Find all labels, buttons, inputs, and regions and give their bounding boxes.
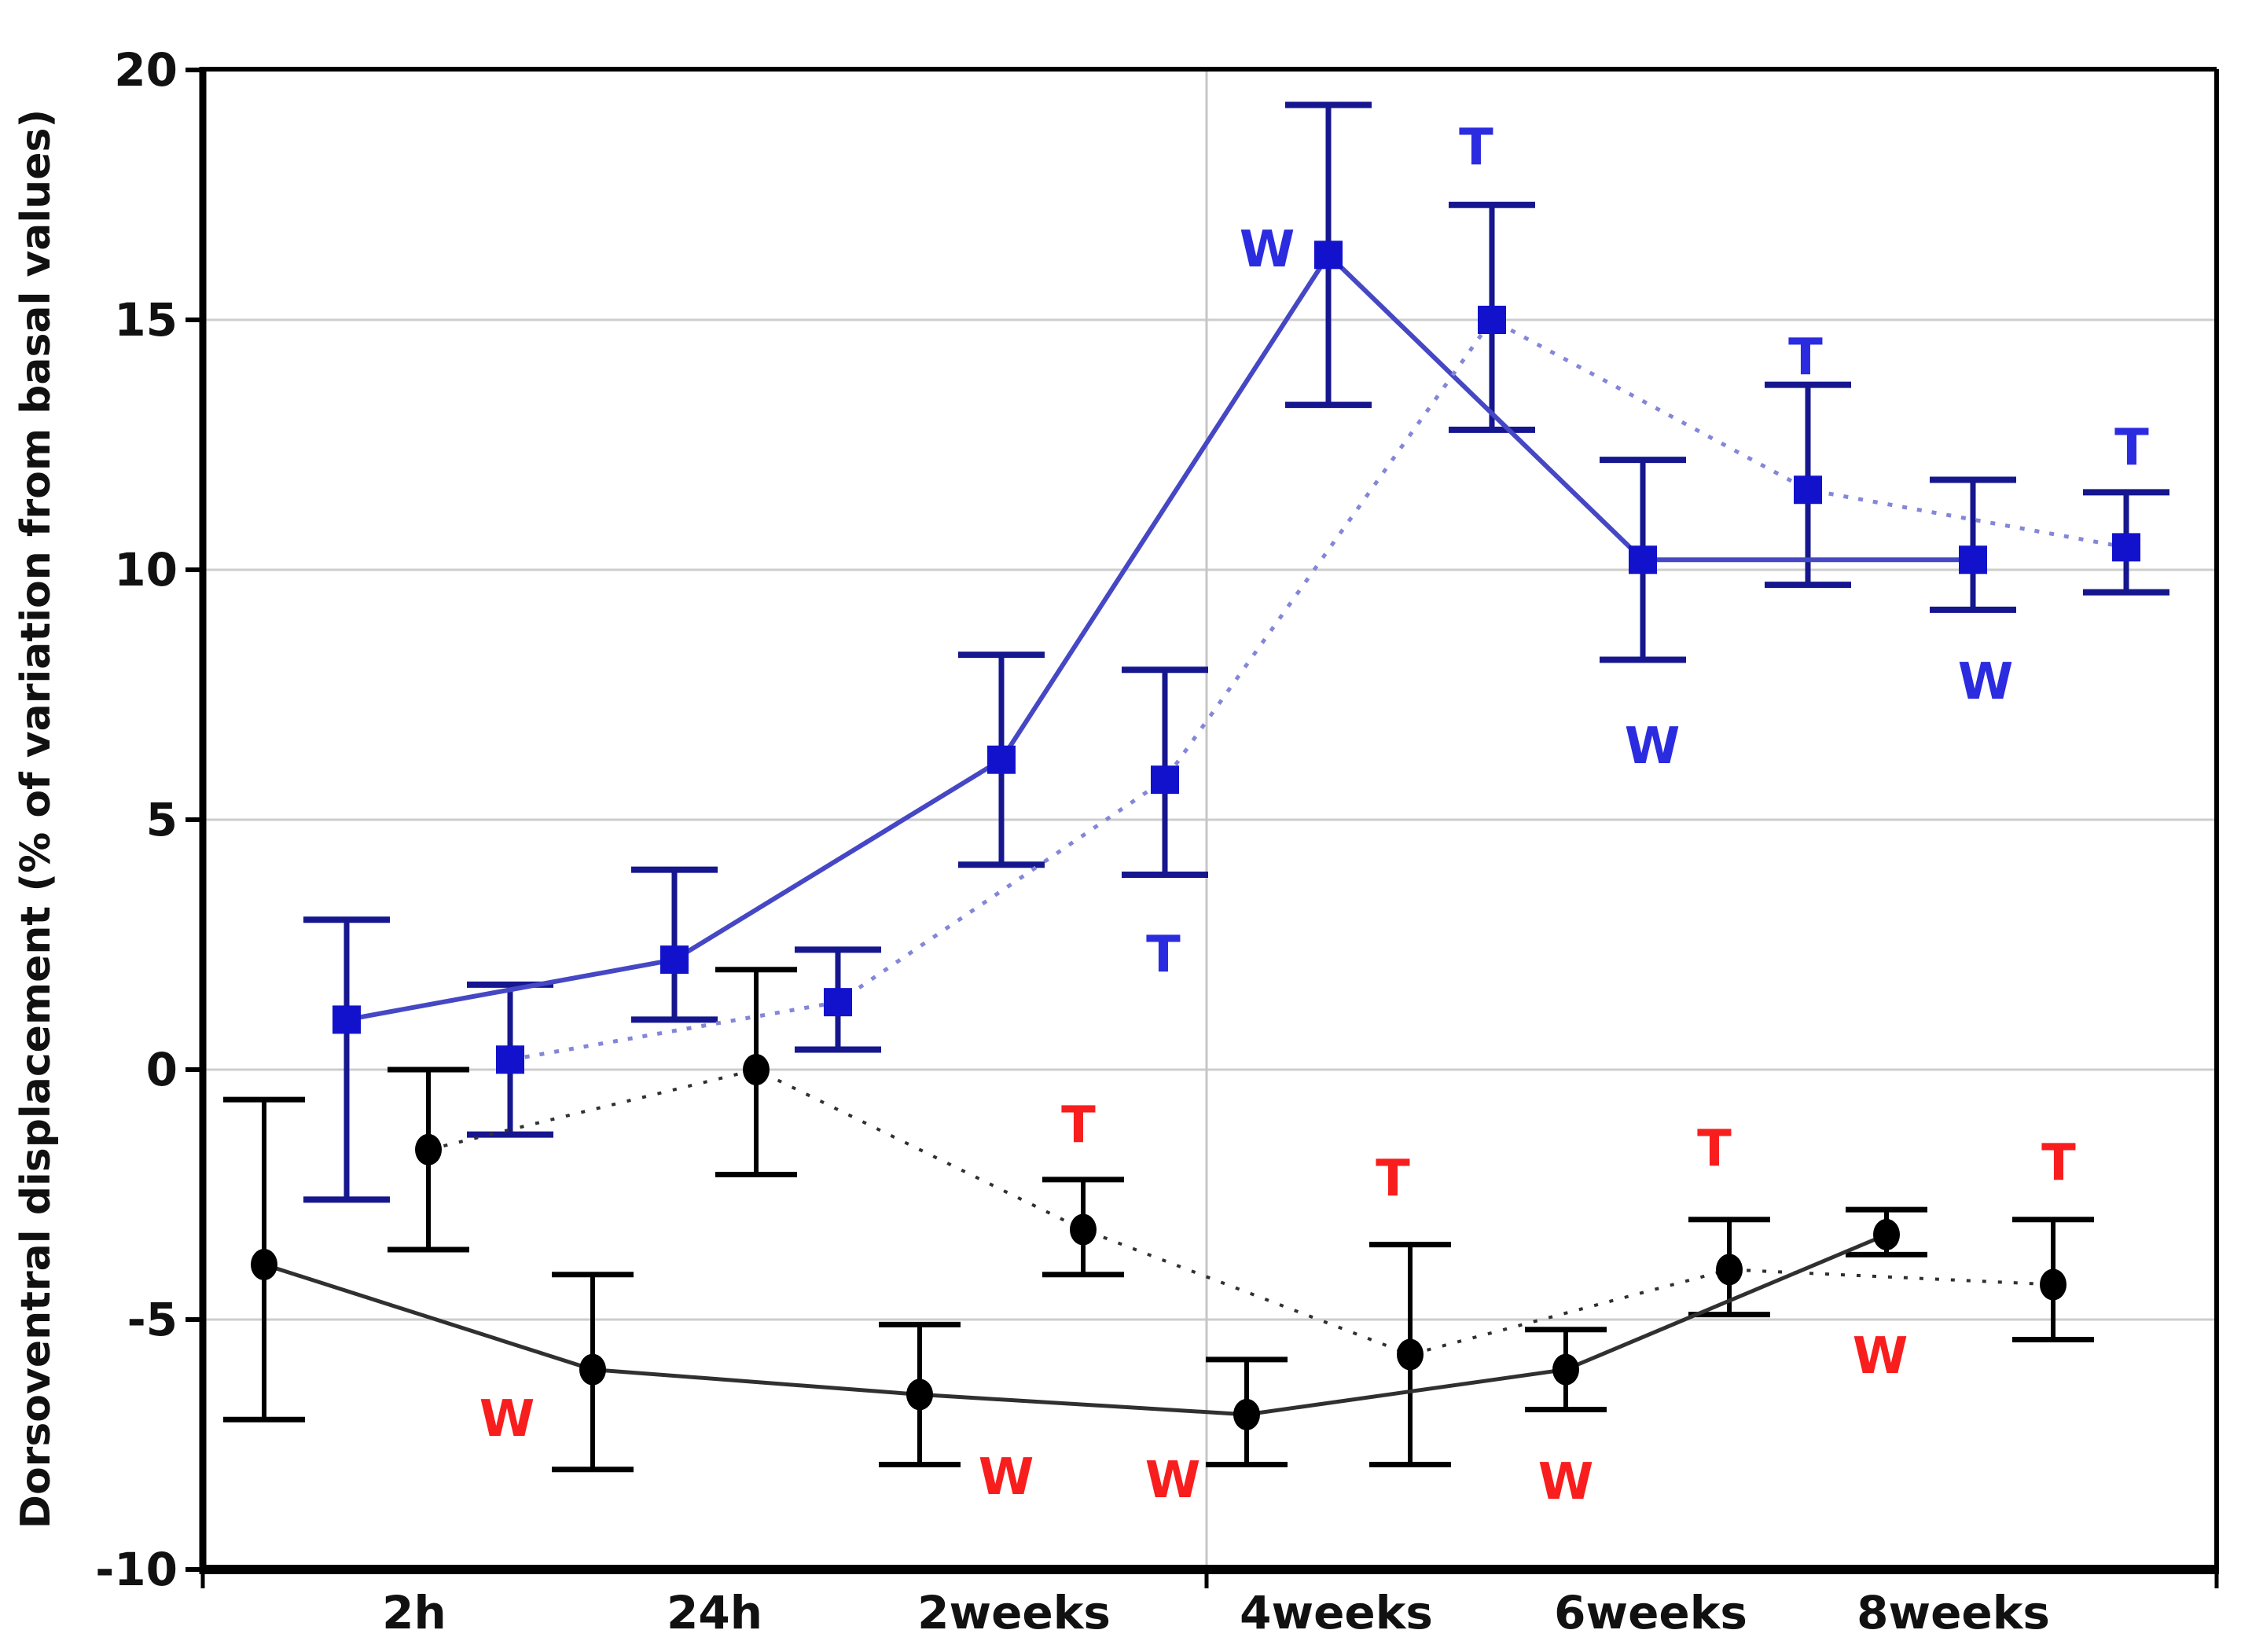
annotation-blue-t-2: T: [1146, 926, 1181, 984]
x-category-label-4weeks: 4weeks: [1240, 1586, 1433, 1639]
error-bars-black_W: [223, 1096, 1927, 1473]
data-point-blue_T-8weeks: [2112, 533, 2140, 562]
data-point-black_T-4weeks: [1397, 1338, 1424, 1371]
data-point-blue_W-8weeks: [1959, 545, 1987, 575]
data-point-blue_T-6weeks: [1794, 475, 1822, 505]
annotation-blue-w-3: W: [1625, 718, 1681, 776]
x-axis: 2h 24h 2weeks 4weeks 6weeks 8weeks: [200, 1569, 2219, 1639]
data-point-blue_W-2weeks: [987, 745, 1016, 774]
series-line-blue_W: [346, 251, 1973, 1022]
error-bars-black_T: [388, 967, 2094, 1467]
data-point-blue_W-24h: [660, 945, 689, 975]
error-bars-blue_W: [303, 101, 2016, 1203]
y-tick-label-10: 10: [114, 543, 178, 597]
annotation-red-w-14: W: [1853, 1327, 1909, 1386]
y-tick-label-15: 15: [114, 293, 178, 347]
data-point-blue_T-2weeks: [1151, 765, 1179, 795]
annotation-red-t-9: T: [1061, 1096, 1096, 1155]
markers-blue_W: [332, 240, 1987, 1034]
annotation-blue-t-1: T: [1459, 119, 1493, 177]
series-line-black_W: [263, 1232, 1887, 1417]
x-category-label-2h: 2h: [382, 1586, 446, 1639]
data-point-black_W-2weeks: [906, 1379, 933, 1411]
data-point-blue_W-6weeks: [1629, 545, 1657, 575]
markers-blue_T: [496, 306, 2140, 1074]
y-axis-title: Dorsoventral displacement (% of variatio…: [13, 109, 60, 1529]
y-tick-label--5: -5: [127, 1293, 178, 1346]
x-category-label-2weeks: 2weeks: [917, 1586, 1111, 1639]
data-point-blue_T-4weeks: [1478, 306, 1506, 334]
y-axis: 20 15 10 5 0 -5 -10: [95, 43, 203, 1596]
y-tick-label-20: 20: [114, 43, 178, 97]
data-point-black_T-6weeks: [1716, 1254, 1743, 1286]
data-point-black_T-2weeks: [1070, 1213, 1097, 1246]
annotation-blue-t-6: T: [2114, 419, 2149, 477]
data-point-black_T-8weeks: [2040, 1268, 2066, 1301]
annotation-red-t-11: T: [1376, 1150, 1410, 1208]
series-line-black_T: [428, 1067, 2054, 1356]
annotation-red-t-15: T: [2041, 1134, 2076, 1192]
series-letter-annotations: W T T W T W T W W T W T W T W T: [479, 119, 2149, 1511]
data-point-black_T-24h: [743, 1054, 770, 1085]
annotation-blue-w-0: W: [1240, 221, 1295, 279]
data-point-black_W-2h: [251, 1249, 277, 1281]
annotation-blue-t-4: T: [1788, 329, 1823, 387]
data-point-black_W-6weeks: [1552, 1353, 1579, 1386]
y-tick-label-5: 5: [146, 793, 178, 846]
markers-black_T: [415, 1054, 2066, 1371]
data-point-blue_T-24h: [824, 988, 852, 1017]
data-point-blue_T-2h: [496, 1045, 524, 1074]
data-point-blue_W-4weeks: [1314, 240, 1343, 270]
data-point-black_T-2h: [415, 1133, 442, 1166]
markers-black_W: [251, 1218, 1900, 1430]
data-point-blue_W-2h: [332, 1005, 361, 1034]
y-tick-label--10: -10: [95, 1543, 178, 1596]
series-line-blue_T: [509, 317, 2127, 1062]
data-point-black_W-8weeks: [1873, 1218, 1900, 1250]
annotation-blue-w-5: W: [1958, 653, 2014, 711]
annotation-red-w-7: W: [479, 1390, 535, 1448]
y-tick-label-0: 0: [146, 1043, 178, 1096]
x-category-label-6weeks: 6weeks: [1554, 1586, 1747, 1639]
annotation-red-t-13: T: [1697, 1120, 1732, 1178]
data-point-black_W-24h: [579, 1353, 606, 1386]
x-category-label-24h: 24h: [667, 1586, 762, 1639]
data-point-black_W-4weeks: [1233, 1398, 1260, 1430]
x-category-label-8weeks: 8weeks: [1857, 1586, 2050, 1639]
annotation-red-w-8: W: [979, 1448, 1034, 1507]
annotation-red-w-10: W: [1145, 1452, 1201, 1510]
annotation-red-w-12: W: [1538, 1453, 1594, 1511]
error-bars-blue_T: [467, 201, 2169, 1138]
